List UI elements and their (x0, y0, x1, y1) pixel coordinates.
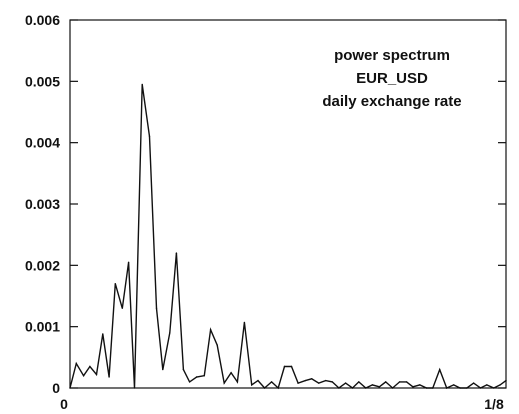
data-point-19 (195, 376, 198, 378)
data-point-4 (95, 373, 98, 376)
data-point-17 (182, 368, 185, 371)
data-point-25 (236, 381, 239, 383)
y-tick-label-2: 0.002 (25, 257, 60, 273)
data-point-7 (114, 283, 117, 285)
annotation: power spectrum EUR_USD daily exchange ra… (322, 47, 461, 110)
data-point-16 (175, 252, 178, 254)
data-point-22 (216, 344, 218, 346)
y-tick-label-0: 0 (52, 380, 60, 396)
data-point-21 (209, 329, 212, 331)
data-point-10 (133, 387, 136, 389)
data-point-49 (398, 381, 401, 383)
data-point-18 (188, 381, 191, 383)
y-tick-label-3: 0.003 (25, 196, 60, 212)
y-axis-ticks: 0 0.001 0.002 0.003 0.004 0.005 0.006 (25, 12, 506, 396)
data-point-54 (432, 387, 434, 389)
data-point-64 (499, 384, 501, 386)
data-point-58 (459, 387, 461, 389)
data-point-48 (391, 387, 394, 389)
data-point-62 (486, 384, 488, 386)
data-point-46 (378, 386, 381, 388)
data-point-27 (251, 384, 253, 386)
series-points (69, 83, 507, 389)
data-point-59 (466, 387, 468, 389)
y-tick-label-6: 0.006 (25, 12, 60, 28)
data-point-51 (412, 386, 414, 388)
y-tick-label-5: 0.005 (25, 73, 60, 89)
data-point-57 (453, 384, 455, 386)
data-point-13 (155, 307, 158, 309)
data-point-44 (365, 387, 367, 389)
data-point-63 (493, 387, 495, 389)
data-point-30 (270, 381, 273, 383)
data-point-0 (69, 387, 71, 389)
data-point-14 (162, 368, 164, 371)
data-point-3 (89, 365, 91, 368)
x-tick-label-1: 1/8 (484, 396, 504, 412)
y-tick-label-4: 0.004 (25, 135, 60, 151)
series-line (69, 84, 507, 390)
data-point-36 (311, 378, 313, 380)
data-point-12 (148, 135, 151, 138)
data-point-5 (102, 333, 104, 335)
data-point-61 (479, 387, 482, 389)
data-point-28 (257, 379, 259, 382)
x-tick-label-0: 0 (60, 396, 68, 412)
data-point-29 (263, 387, 266, 389)
data-point-34 (297, 382, 299, 384)
data-point-32 (283, 365, 286, 368)
data-point-37 (318, 382, 320, 384)
annotation-line-1: power spectrum (334, 47, 450, 64)
data-point-52 (419, 384, 421, 386)
data-point-38 (325, 379, 327, 382)
annotation-line-2: EUR_USD (356, 70, 428, 87)
data-point-56 (446, 387, 448, 389)
data-point-60 (472, 382, 475, 384)
data-point-35 (304, 379, 307, 382)
data-point-20 (203, 375, 205, 377)
annotation-line-3: daily exchange rate (322, 93, 461, 110)
data-point-1 (75, 362, 78, 365)
data-point-65 (505, 379, 507, 382)
data-point-11 (141, 83, 143, 86)
data-point-2 (82, 375, 85, 377)
data-point-45 (371, 384, 374, 386)
data-point-47 (385, 381, 387, 383)
data-point-41 (344, 382, 347, 384)
data-point-40 (338, 387, 340, 389)
data-point-6 (108, 376, 110, 378)
data-point-23 (223, 382, 225, 384)
data-point-42 (351, 387, 354, 389)
data-point-39 (331, 381, 333, 383)
data-point-8 (121, 307, 124, 309)
data-point-43 (358, 381, 360, 383)
data-point-31 (277, 387, 279, 389)
data-point-33 (290, 365, 293, 368)
data-point-26 (243, 321, 246, 324)
data-point-15 (169, 332, 171, 334)
data-point-55 (439, 368, 441, 371)
y-tick-label-1: 0.001 (25, 319, 60, 335)
data-point-24 (230, 372, 232, 374)
data-point-9 (127, 261, 130, 263)
data-point-53 (425, 387, 428, 389)
data-point-50 (405, 381, 408, 383)
x-axis-ticks: 0 1/8 (60, 396, 504, 412)
